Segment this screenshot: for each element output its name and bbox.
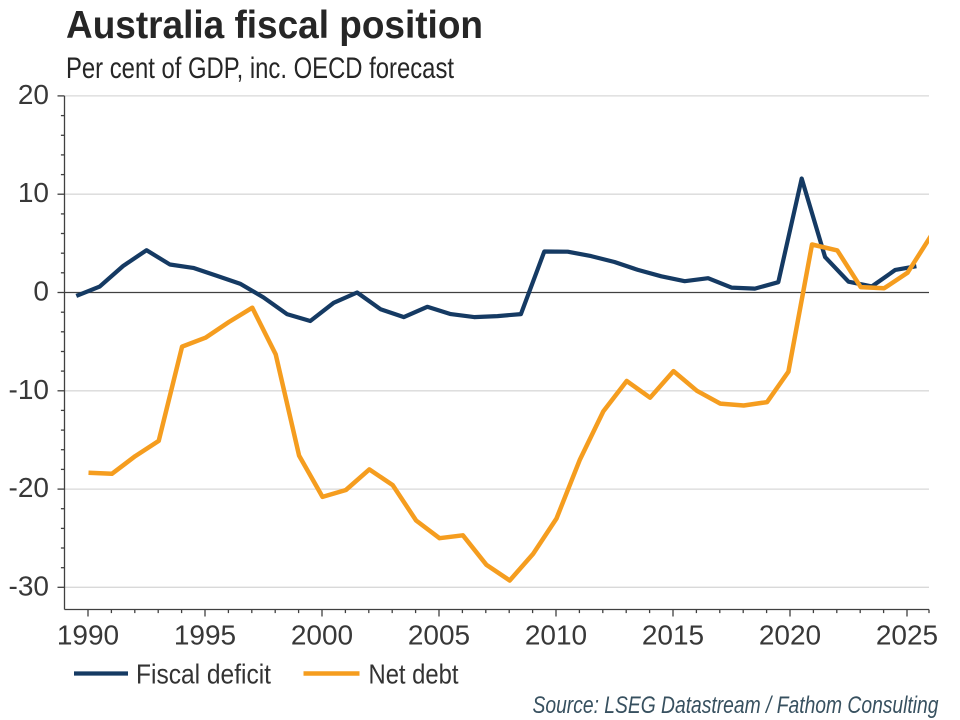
svg-text:-30: -30 bbox=[9, 570, 49, 601]
svg-text:Per cent of GDP, inc. OECD for: Per cent of GDP, inc. OECD forecast bbox=[66, 52, 455, 85]
svg-text:-10: -10 bbox=[9, 374, 49, 405]
svg-text:Source: LSEG Datastream / Fath: Source: LSEG Datastream / Fathom Consult… bbox=[533, 692, 939, 719]
svg-text:1990: 1990 bbox=[57, 620, 119, 651]
svg-text:2020: 2020 bbox=[759, 620, 821, 651]
svg-text:2000: 2000 bbox=[291, 620, 353, 651]
svg-text:-20: -20 bbox=[9, 472, 49, 503]
svg-text:0: 0 bbox=[33, 276, 49, 307]
svg-text:2025: 2025 bbox=[876, 620, 938, 651]
svg-text:20: 20 bbox=[18, 79, 49, 110]
svg-text:2010: 2010 bbox=[525, 620, 587, 651]
svg-text:Australia fiscal position: Australia fiscal position bbox=[66, 4, 483, 47]
svg-text:Fiscal deficit: Fiscal deficit bbox=[136, 659, 271, 690]
svg-text:Net debt: Net debt bbox=[369, 659, 459, 690]
svg-text:2015: 2015 bbox=[642, 620, 704, 651]
svg-text:1995: 1995 bbox=[174, 620, 236, 651]
svg-text:10: 10 bbox=[18, 177, 49, 208]
svg-text:2005: 2005 bbox=[408, 620, 470, 651]
